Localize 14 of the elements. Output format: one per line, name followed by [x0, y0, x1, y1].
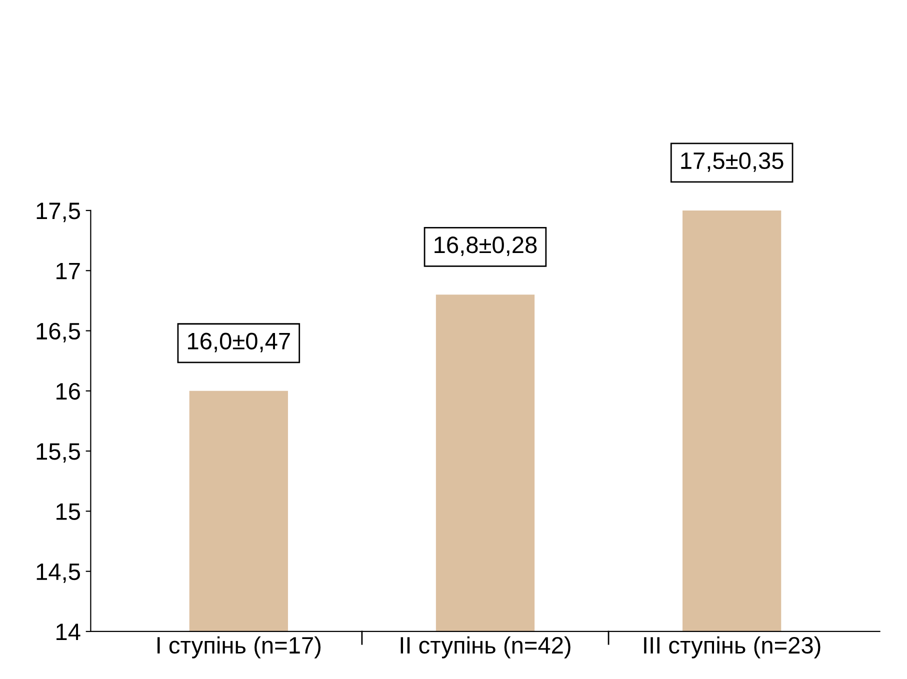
x-tick-label: II ступінь (n=42) — [400, 636, 570, 658]
y-tick-label: 14 — [56, 624, 80, 640]
y-tick-label: 17,5 — [36, 202, 80, 222]
data-label: 16,8±0,28 — [434, 236, 537, 256]
y-tick-label: 15,5 — [36, 443, 80, 463]
y-tick-label: 16 — [56, 382, 80, 400]
y-tick-label: 14,5 — [36, 564, 80, 583]
data-label: 17,5±0,35 — [681, 152, 784, 172]
x-tick-label: I ступінь (n=17) — [158, 636, 321, 658]
y-tick-label: 15 — [56, 504, 80, 520]
y-tick-label: 17 — [56, 262, 80, 280]
data-label: 16,0±0,47 — [188, 332, 290, 352]
x-tick-label: III ступінь (n=23) — [644, 636, 820, 658]
y-tick-label: 16,5 — [36, 322, 80, 342]
